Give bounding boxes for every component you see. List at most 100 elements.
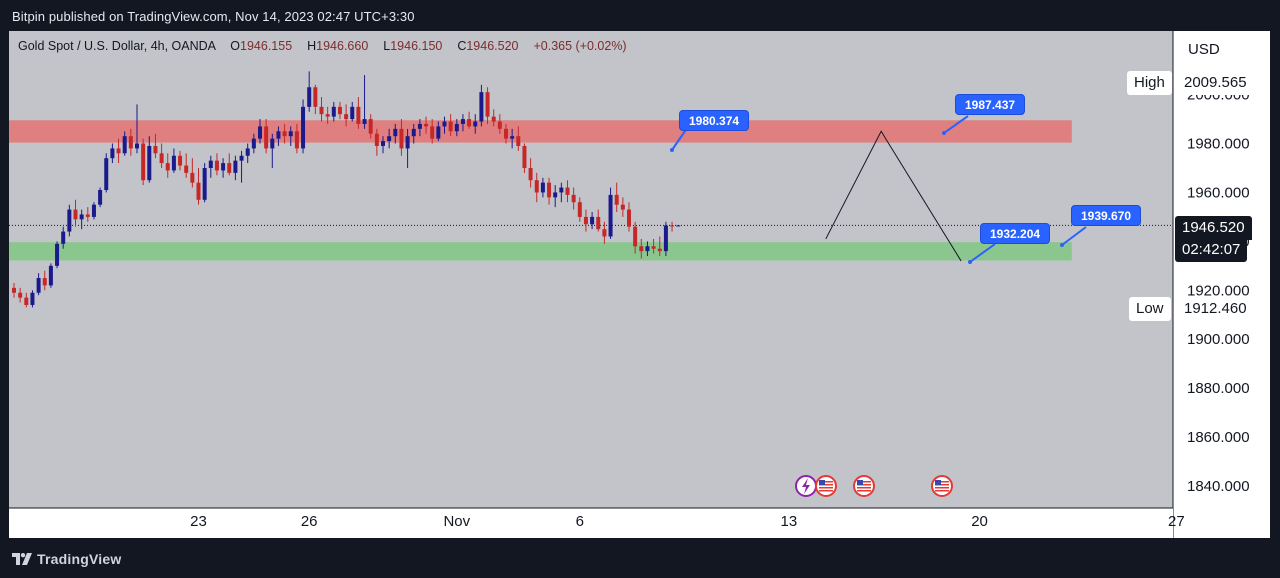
candle-body [534, 180, 539, 193]
top-bar: Bitpin published on TradingView.com, Nov… [0, 0, 1280, 32]
candle [583, 209, 588, 232]
us-flag-icon-canton [819, 480, 825, 485]
currency-selector[interactable]: USD [1178, 36, 1266, 64]
candle [36, 273, 41, 296]
last-price-label: 1946.520 [1175, 216, 1252, 240]
candle-body [645, 246, 650, 252]
candle-body [504, 128, 508, 139]
candle [104, 153, 109, 193]
chart-area[interactable]: 1840.000 1860.000 1880.000 1900.000 1920.000… [9, 31, 1270, 538]
callout-1987[interactable]: 1987.437 [955, 94, 1026, 115]
y-tick-label: 1920.000 [1187, 282, 1250, 299]
candle-body [559, 187, 564, 193]
price-chart[interactable]: 1840.000 1860.000 1880.000 1900.000 1920.000… [9, 31, 1270, 538]
candle-body [245, 148, 250, 156]
candle-body [430, 126, 435, 139]
candle [547, 177, 552, 205]
candle [608, 187, 613, 239]
candle [178, 150, 183, 171]
candle [405, 128, 410, 168]
candle-body [196, 182, 201, 200]
candle [153, 133, 158, 159]
candle [233, 155, 238, 181]
candle-body [522, 145, 527, 168]
candle [184, 153, 189, 178]
candle-body [393, 128, 398, 137]
candle [264, 119, 269, 154]
candle-body [239, 155, 244, 161]
open-label: O [230, 39, 241, 53]
candle [319, 97, 324, 122]
tradingview-logo[interactable]: TradingView [12, 551, 121, 567]
callout-1939[interactable]: 1939.670 [1071, 205, 1142, 226]
candle [122, 131, 127, 156]
candle [91, 202, 96, 220]
candle [147, 136, 152, 183]
low-marker-label: Low [1129, 297, 1171, 321]
callout-1980[interactable]: 1980.374 [679, 110, 750, 131]
callout-1932[interactable]: 1932.204 [980, 223, 1051, 244]
candle [171, 148, 176, 173]
y-tick-label: 1900.000 [1187, 331, 1250, 348]
candle [639, 238, 644, 259]
candle [67, 204, 72, 237]
candle-body [381, 141, 385, 146]
candle [288, 126, 293, 146]
candle [387, 128, 392, 149]
y-tick-label: 1840.000 [1187, 478, 1250, 495]
candle [98, 187, 103, 208]
candle-body [91, 204, 96, 217]
candle-body [282, 131, 287, 137]
candle-body [55, 243, 60, 266]
candle-body [141, 143, 146, 181]
candle-body [528, 167, 533, 181]
candle-body [61, 231, 66, 244]
candle [522, 143, 527, 173]
high-label: H [307, 39, 317, 53]
candle-body [73, 209, 78, 220]
candle-body [104, 158, 109, 190]
candle [368, 114, 373, 139]
candle [590, 212, 595, 230]
tradingview-brand: TradingView [37, 551, 122, 567]
candle-body [583, 216, 588, 225]
candle [135, 104, 139, 154]
open-value: 1946.155 [240, 39, 293, 53]
candle-body [147, 145, 152, 181]
candle-body [98, 190, 103, 205]
candle [633, 221, 638, 254]
us-flag-icon-stripe [935, 490, 949, 492]
candle-body [202, 167, 207, 200]
candle [565, 180, 570, 203]
candle-body [251, 138, 256, 149]
candle [424, 116, 429, 134]
candle-body [135, 143, 139, 149]
candle-body [301, 106, 306, 149]
candle [325, 106, 330, 124]
candle [670, 221, 675, 232]
candle [214, 153, 219, 176]
candle [270, 133, 275, 168]
candle-body [473, 121, 478, 127]
candle [227, 153, 232, 176]
candle-body [657, 248, 662, 252]
candle-body [368, 119, 373, 134]
candle [282, 123, 287, 144]
x-tick-label: 6 [576, 513, 584, 530]
candle-body [159, 153, 164, 164]
candle [251, 133, 256, 154]
low-value: 1946.150 [390, 39, 443, 53]
candle [559, 182, 564, 203]
candle-body [331, 106, 336, 117]
x-tick-label: 23 [190, 513, 207, 530]
candle [307, 71, 312, 112]
callout-1980-leader-anchor [670, 148, 674, 152]
candle-body [307, 87, 312, 107]
candle [79, 209, 84, 230]
candle [356, 97, 361, 129]
candle-body [264, 126, 269, 149]
lightning-icon [802, 478, 810, 494]
candle-body [344, 114, 349, 120]
us-flag-icon-stripe [819, 487, 833, 489]
us-flag-icon-stripe [857, 481, 871, 483]
